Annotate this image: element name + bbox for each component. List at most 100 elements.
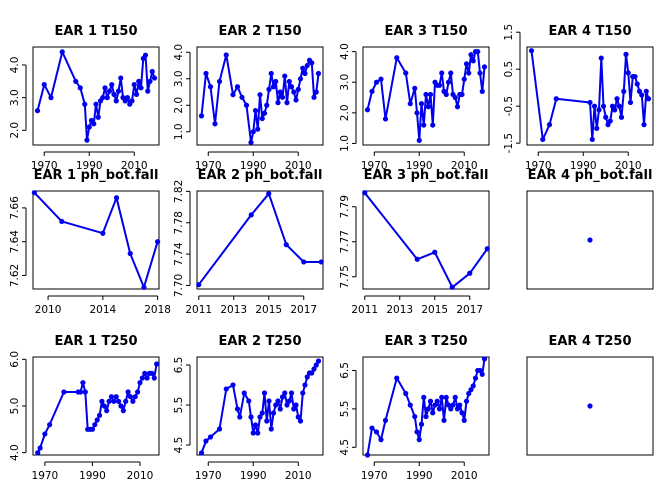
data-point [427, 398, 434, 404]
data-point [407, 101, 413, 107]
data-point [138, 85, 144, 91]
data-point [273, 402, 279, 408]
data-point [261, 110, 268, 116]
data-point [151, 75, 158, 81]
data-point [250, 129, 256, 135]
data-point [259, 115, 265, 122]
data-point [115, 398, 122, 404]
data-point [234, 406, 241, 412]
data-point [284, 402, 290, 408]
x-tick-label: 1970 [31, 160, 58, 172]
panel-title: EAR 3 ph_bot.fall [364, 168, 489, 183]
data-point [596, 107, 602, 113]
data-point [448, 406, 454, 412]
x-tick-label: 2015 [421, 304, 448, 316]
y-tick-label: 7.79 [339, 195, 351, 218]
data-point [461, 76, 467, 82]
data-point [277, 406, 283, 412]
data-point [243, 102, 250, 108]
data-point [304, 374, 310, 380]
data-point [35, 450, 41, 456]
data-point [198, 113, 205, 119]
y-tick-label: 4.0 [173, 44, 185, 61]
series-line [200, 360, 320, 454]
data-point [106, 88, 113, 94]
data-point [598, 55, 604, 61]
x-tick-label: 2014 [89, 304, 116, 316]
data-point [607, 118, 613, 124]
data-point [113, 98, 119, 104]
data-point [279, 394, 286, 400]
data-point [118, 75, 124, 81]
y-tick-label: 7.66 [9, 196, 21, 220]
data-point [594, 125, 600, 131]
data-point [137, 380, 143, 386]
data-point [632, 73, 638, 80]
panel-p2: EAR 2 T150 1970 1990 2010 1.0 2.0 3.0 4.0 [173, 24, 324, 172]
data-point [207, 84, 214, 90]
data-point [373, 79, 380, 85]
data-point [297, 418, 304, 424]
data-point [475, 48, 481, 55]
data-point [421, 394, 427, 400]
data-point [449, 284, 455, 290]
data-point [414, 256, 420, 262]
data-point [412, 413, 418, 420]
panel-p7: EAR 3 ph_bot.fall 2011 2013 2015 2017 7.75 7.7… [339, 168, 490, 316]
data-point [241, 390, 247, 396]
x-tick-label: 1990 [76, 160, 103, 172]
x-tick-label: 2015 [255, 304, 282, 316]
x-tick-label: 1990 [240, 160, 267, 172]
data-point [481, 64, 488, 70]
panel-p11: EAR 3 T250 1970 1990 2010 4.5 5.5 6.5 [339, 334, 490, 480]
data-point [73, 78, 79, 84]
data-point [477, 70, 483, 76]
data-point [288, 390, 295, 396]
panel-title: EAR 1 ph_bot.fall [34, 168, 159, 183]
x-tick-label: 1970 [361, 470, 388, 480]
x-tick-label: 2011 [185, 304, 212, 316]
data-point [430, 122, 436, 128]
data-point [540, 136, 546, 143]
data-point [99, 398, 105, 404]
data-point [364, 107, 371, 113]
data-point [259, 410, 265, 416]
data-point [84, 137, 90, 143]
data-point [309, 60, 315, 66]
data-point [93, 101, 99, 107]
y-tick-label: 6.0 [9, 351, 21, 368]
data-point [104, 95, 110, 101]
data-point [237, 414, 243, 420]
panel-p12: EAR 4 T250 [526, 334, 654, 456]
x-tick-label: 2010 [35, 304, 62, 316]
panel-title: EAR 2 T250 [218, 334, 301, 349]
y-tick-label: 7.64 [9, 230, 21, 254]
data-point [466, 390, 472, 397]
data-point [432, 402, 438, 408]
data-point [443, 91, 449, 98]
data-point [95, 114, 101, 120]
data-point [603, 114, 609, 120]
y-tick-label: 4.5 [173, 437, 185, 454]
data-point [89, 426, 96, 432]
data-point [403, 70, 409, 76]
data-point [80, 380, 86, 386]
data-point [627, 99, 634, 106]
data-point [600, 103, 607, 109]
data-point [61, 389, 67, 395]
plot-frame [32, 46, 160, 146]
x-tick-label: 2010 [451, 160, 478, 172]
data-point [463, 398, 470, 404]
y-tick-label: 2.0 [173, 97, 185, 114]
series-line [36, 363, 158, 454]
data-point [300, 65, 306, 71]
data-point [481, 356, 488, 362]
data-point [634, 81, 640, 87]
data-point [587, 237, 593, 243]
y-tick-label: 0.5 [503, 61, 515, 78]
data-point [223, 52, 229, 58]
data-point [479, 88, 485, 95]
data-point [31, 190, 37, 196]
data-point [291, 406, 297, 412]
data-point [286, 78, 292, 85]
